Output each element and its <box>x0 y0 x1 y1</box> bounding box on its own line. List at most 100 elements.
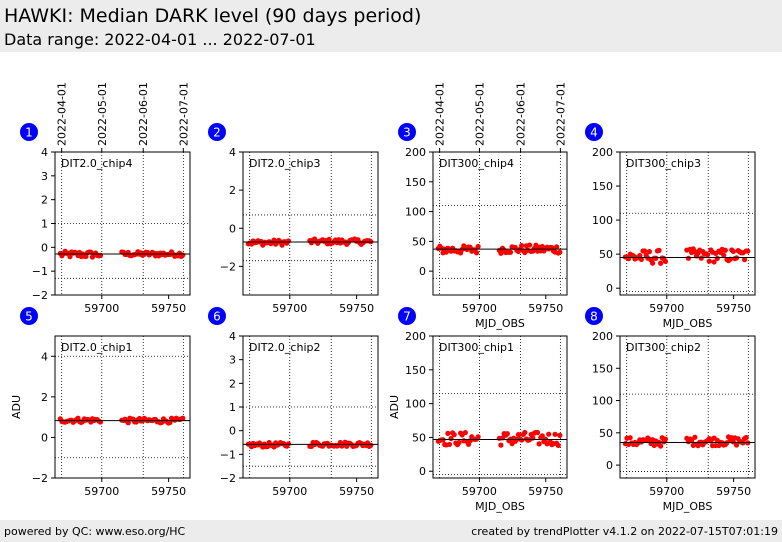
x-tick-label: 59750 <box>339 302 374 315</box>
panel-7: 0 50 100 150 200 59700 59750 DIT300_chip1 7 MJD_O… <box>388 307 568 513</box>
y-tick-label: 150 <box>405 364 426 377</box>
y-tick-label: 150 <box>592 180 613 193</box>
data-point <box>475 243 481 250</box>
y-tick-label: 1 <box>229 401 236 414</box>
data-point <box>285 441 292 447</box>
y-axis-label: ADU <box>388 395 401 419</box>
panel-label: DIT300_chip4 <box>439 157 514 170</box>
footer-powered-by: powered by QC: www.eso.org/HC <box>4 525 186 538</box>
data-point <box>526 242 533 248</box>
y-tick-label: 100 <box>592 395 613 408</box>
axes-frame <box>619 335 756 479</box>
x-tick-label: 59700 <box>649 485 684 498</box>
data-point <box>638 256 644 263</box>
y-tick-label: 100 <box>405 398 426 411</box>
data-point <box>706 258 712 264</box>
data-point <box>641 248 648 254</box>
data-point <box>507 249 514 255</box>
y-tick-label: 50 <box>412 235 426 248</box>
y-tick-label: 0 <box>419 265 426 278</box>
data-point <box>167 419 173 426</box>
date-tick-label: 2022-05-01 <box>96 82 109 146</box>
x-axis-label: MJD_OBS <box>475 317 525 330</box>
data-point <box>451 432 457 438</box>
panel-number-badge <box>20 307 38 325</box>
data-point <box>711 259 717 265</box>
y-tick-label: 2 <box>229 184 236 197</box>
y-tick-label: 100 <box>405 206 426 219</box>
data-point <box>539 433 545 439</box>
x-tick-label: 59750 <box>339 485 374 498</box>
data-point <box>721 252 727 258</box>
y-tick-label: 200 <box>592 146 613 159</box>
data-point <box>745 248 751 254</box>
panel-number: 2 <box>213 126 221 140</box>
y-tick-label: 0 <box>41 431 48 444</box>
data-point <box>689 437 695 444</box>
y-axis-label: ADU <box>10 395 23 419</box>
data-point <box>519 242 525 249</box>
date-tick-label: 2022-06-01 <box>137 82 150 146</box>
data-point <box>462 429 468 436</box>
y-tick-label: 200 <box>405 330 426 343</box>
date-tick-label: 2022-05-01 <box>473 82 486 146</box>
data-point <box>658 443 664 449</box>
data-point <box>714 255 720 261</box>
data-point <box>475 434 481 440</box>
data-point <box>685 255 692 261</box>
date-tick-label: 2022-07-01 <box>554 82 567 146</box>
data-point <box>180 415 186 421</box>
data-point <box>326 236 332 242</box>
x-tick-label: 59700 <box>649 302 684 315</box>
data-point <box>741 257 748 263</box>
data-point <box>662 258 669 264</box>
y-tick-label: −1 <box>32 265 48 278</box>
footer-created-by: created by trendPlotter v4.1.2 on 2022-0… <box>471 525 778 538</box>
panel-number: 6 <box>213 310 221 324</box>
y-tick-label: 0 <box>606 282 613 295</box>
data-point <box>692 434 698 440</box>
data-point <box>285 238 292 244</box>
x-tick-label: 59700 <box>272 485 307 498</box>
data-point <box>730 248 736 255</box>
data-point <box>534 429 541 436</box>
axes-frame <box>432 335 568 479</box>
y-tick-label: 100 <box>592 214 613 227</box>
y-tick-label: 2 <box>41 391 48 404</box>
y-tick-label: 4 <box>229 330 236 343</box>
panel-8: 0 50 100 150 200 59700 59750 DIT300_chip2 8 MJD_O… <box>585 307 756 513</box>
x-tick-label: 59750 <box>716 485 751 498</box>
data-point <box>456 439 462 446</box>
panel-number: 3 <box>403 126 411 140</box>
data-point <box>504 431 510 437</box>
y-tick-label: 150 <box>592 362 613 375</box>
y-tick-label: 0 <box>606 459 613 472</box>
panel-4: 0 50 100 150 200 59700 59750 DIT300_chip3 4 MJD_O… <box>585 123 756 330</box>
data-point <box>557 249 563 255</box>
panel-number: 1 <box>25 126 33 140</box>
y-tick-label: −2 <box>32 289 48 302</box>
data-point <box>705 252 711 258</box>
data-point <box>522 429 528 436</box>
y-tick-label: 3 <box>41 170 48 183</box>
x-axis-label: MJD_OBS <box>475 500 525 513</box>
panel-number: 8 <box>590 310 598 324</box>
panel-label: DIT2.0_chip4 <box>61 157 132 170</box>
panel-number-badge <box>585 123 603 141</box>
x-axis-label: MJD_OBS <box>663 317 713 330</box>
footer-band <box>0 520 782 542</box>
y-tick-label: 3 <box>229 354 236 367</box>
x-tick-label: 59700 <box>462 485 497 498</box>
y-tick-label: 0 <box>229 425 236 438</box>
panel-number-badge <box>398 123 416 141</box>
panel-label: DIT300_chip1 <box>439 341 514 354</box>
x-tick-label: 59700 <box>462 302 497 315</box>
y-tick-label: 4 <box>41 146 48 159</box>
panel-label: DIT2.0_chip2 <box>249 341 320 354</box>
panel-number-badge <box>208 307 226 325</box>
data-point <box>554 244 560 250</box>
date-tick-label: 2022-04-01 <box>434 82 447 146</box>
y-tick-label: 4 <box>229 146 236 159</box>
axes-frame <box>54 335 191 479</box>
